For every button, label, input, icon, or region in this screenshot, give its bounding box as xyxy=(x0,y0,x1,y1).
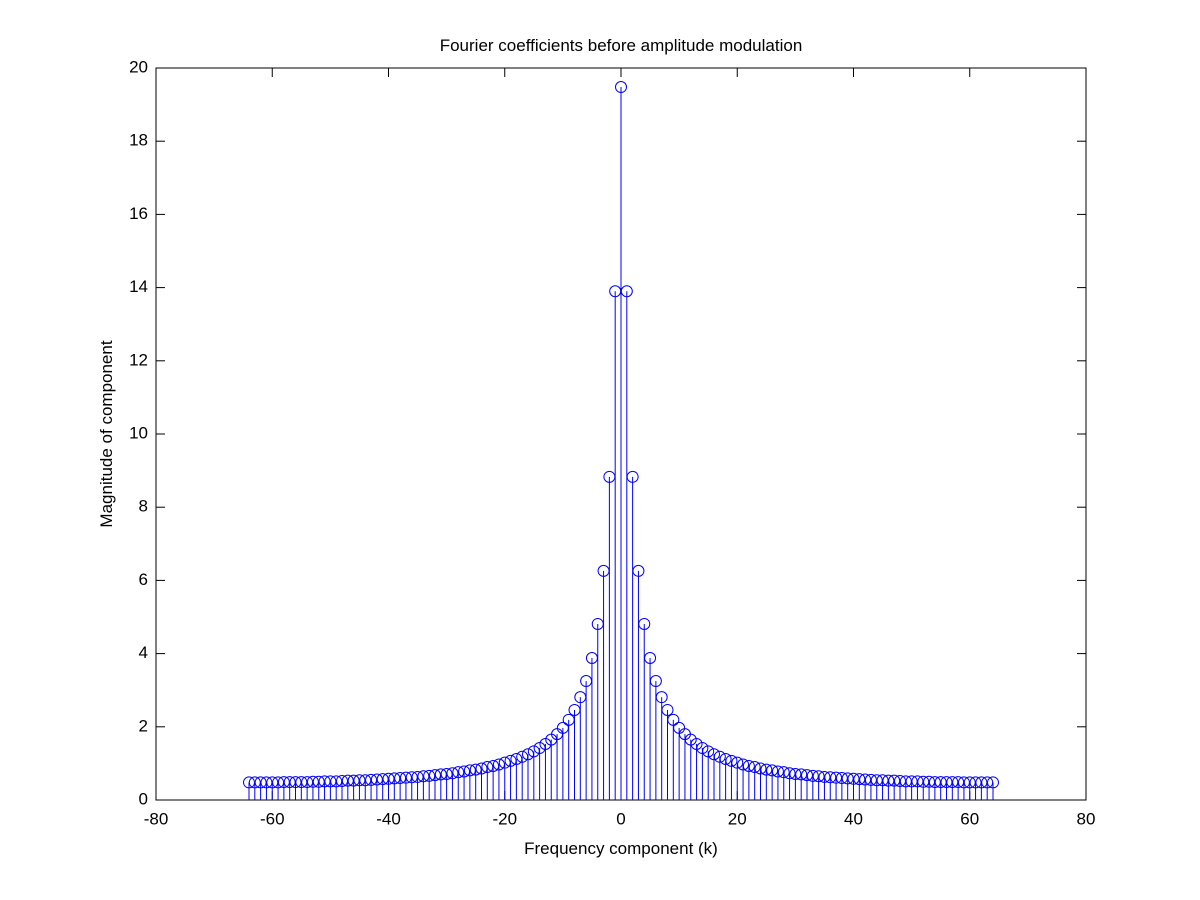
x-tick-label: 20 xyxy=(728,809,747,828)
stem-marker xyxy=(777,766,790,779)
stem-marker xyxy=(835,772,848,785)
stem-marker xyxy=(713,750,726,763)
stem-marker xyxy=(754,762,767,775)
stem-marker xyxy=(638,617,651,630)
y-tick-label: 12 xyxy=(129,350,148,369)
stem-marker xyxy=(667,713,680,726)
stem-marker xyxy=(853,773,866,786)
stem-marker xyxy=(771,765,784,778)
stem-marker xyxy=(655,691,668,704)
y-tick-label: 20 xyxy=(129,57,148,76)
stem-marker xyxy=(748,761,761,774)
stem-marker xyxy=(620,285,633,298)
stem-marker xyxy=(795,768,808,781)
stem-marker xyxy=(987,776,999,789)
stem-marker xyxy=(649,675,662,688)
x-tick-label: 60 xyxy=(960,809,979,828)
y-tick-label: 0 xyxy=(139,789,148,808)
y-tick-label: 14 xyxy=(129,277,148,296)
stem-marker xyxy=(801,769,813,782)
x-tick-label: 40 xyxy=(844,809,863,828)
stem-marker xyxy=(702,745,715,758)
y-tick-label: 16 xyxy=(129,204,148,223)
stem-marker xyxy=(859,773,872,786)
stem-marker xyxy=(818,770,831,783)
x-tick-label: -20 xyxy=(492,809,517,828)
stem-marker xyxy=(888,774,901,787)
y-tick-label: 2 xyxy=(139,716,148,735)
stem-marker xyxy=(742,759,755,772)
stem-marker xyxy=(725,754,738,767)
stem-marker xyxy=(806,769,819,782)
stem-marker xyxy=(923,775,936,788)
stem-marker xyxy=(876,774,889,787)
stem-marker xyxy=(696,742,709,755)
stem-marker xyxy=(847,772,860,785)
y-axis-label: Magnitude of component xyxy=(97,340,116,527)
stem-marker xyxy=(731,756,744,769)
x-tick-label: -40 xyxy=(376,809,401,828)
stem-marker xyxy=(708,748,720,761)
stem-marker xyxy=(864,773,877,786)
x-tick-label: -80 xyxy=(144,809,169,828)
x-axis-label: Frequency component (k) xyxy=(524,839,718,858)
stem-marker xyxy=(615,81,627,94)
stem-marker xyxy=(766,764,779,777)
y-tick-label: 18 xyxy=(129,131,148,150)
stem-marker xyxy=(789,768,802,781)
x-tick-label: 80 xyxy=(1077,809,1096,828)
stem-marker xyxy=(719,753,732,766)
y-tick-label: 8 xyxy=(139,497,148,516)
x-tick-label: -60 xyxy=(260,809,285,828)
stem-marker xyxy=(661,703,674,716)
y-tick-label: 4 xyxy=(139,643,148,662)
y-tick-label: 6 xyxy=(139,570,148,589)
stem-marker xyxy=(894,774,906,787)
stem-marker xyxy=(911,775,924,788)
stem-marker xyxy=(841,772,854,785)
stem-marker xyxy=(626,470,639,483)
y-tick-label: 10 xyxy=(129,423,148,442)
stem-marker xyxy=(737,758,750,771)
stem-marker xyxy=(824,771,837,784)
stem-marker xyxy=(830,771,843,784)
stem-marker xyxy=(632,564,645,577)
x-tick-label: 0 xyxy=(616,809,625,828)
stem-marker xyxy=(760,763,773,776)
stem-marker xyxy=(783,767,796,780)
stem-marker xyxy=(644,651,657,664)
chart-title: Fourier coefficients before amplitude mo… xyxy=(440,36,803,55)
stem-marker xyxy=(952,776,965,789)
stem-marker xyxy=(812,770,825,783)
